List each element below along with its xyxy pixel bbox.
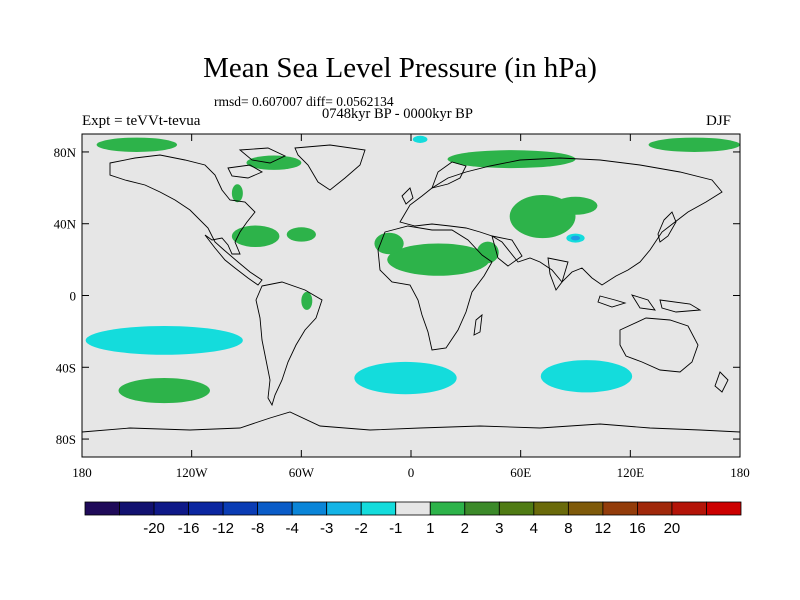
- x-tick-label: 0: [408, 465, 415, 480]
- colorbar-swatch: [706, 501, 742, 516]
- anomaly-regions: [85, 135, 740, 404]
- colorbar-label: 8: [564, 520, 572, 537]
- colorbar-swatch: [429, 501, 466, 516]
- positive-anomaly-region: [374, 232, 404, 255]
- x-tick-label: 180: [730, 465, 750, 480]
- colorbar-swatch: [567, 501, 604, 516]
- positive-anomaly-region: [476, 241, 499, 264]
- colorbar-swatch: [602, 501, 638, 516]
- map-title: Mean Sea Level Pressure (in hPa): [203, 52, 597, 84]
- positive-anomaly-region: [301, 291, 313, 310]
- colorbar-label: -3: [320, 520, 333, 537]
- colorbar-label: -4: [285, 520, 298, 537]
- colorbar-label: 20: [664, 520, 681, 537]
- colorbar-swatch: [498, 501, 535, 516]
- y-tick-label: 80S: [56, 432, 76, 447]
- positive-anomaly-region: [118, 378, 210, 404]
- negative-anomaly-region: [85, 326, 243, 355]
- colorbar-label: 12: [595, 520, 612, 537]
- colorbar-label: -12: [212, 520, 234, 537]
- colorbar-label: -8: [251, 520, 264, 537]
- colorbar-swatch: [188, 501, 224, 516]
- colorbar-label: -16: [178, 520, 200, 537]
- colorbar-swatch: [153, 501, 189, 516]
- negative-anomaly-region: [412, 135, 428, 143]
- colorbar-swatch: [84, 501, 120, 516]
- colorbar-label: 3: [495, 520, 503, 537]
- y-tick-label: 40N: [54, 217, 77, 232]
- positive-anomaly-region: [387, 243, 490, 276]
- negative-anomaly-region: [540, 360, 633, 393]
- positive-anomaly-region: [231, 184, 243, 203]
- stats-line: rmsd= 0.607007 diff= 0.0562134: [214, 94, 394, 109]
- colorbar-label: 4: [530, 520, 538, 537]
- x-tick-label: 60W: [289, 465, 315, 480]
- colorbar-swatch: [119, 501, 155, 516]
- experiment-label: Expt = teVVt-tevua: [82, 113, 201, 129]
- x-tick-label: 180: [72, 465, 92, 480]
- colorbar-label: -20: [143, 520, 165, 537]
- positive-anomaly-region: [447, 150, 576, 169]
- y-tick-label: 0: [70, 289, 77, 304]
- colorbar-swatch: [464, 501, 500, 516]
- coastlines: [82, 144, 740, 433]
- colorbar-label: 16: [629, 520, 646, 537]
- colorbar-label: 2: [461, 520, 469, 537]
- colorbar-swatch: [291, 501, 328, 516]
- colorbar-label: -2: [355, 520, 368, 537]
- colorbar-swatch: [671, 501, 707, 516]
- colorbar-swatch: [637, 501, 673, 516]
- x-tick-label: 120W: [176, 465, 209, 480]
- colorbar-swatch: [326, 501, 362, 516]
- positive-anomaly-region: [96, 137, 178, 152]
- positive-anomaly-region: [231, 225, 280, 248]
- period-line: 0748kyr BP - 0000kyr BP: [322, 106, 473, 122]
- colorbar-swatch: [533, 501, 569, 516]
- x-tick-label: 120E: [617, 465, 645, 480]
- colorbar-swatch: [395, 501, 431, 516]
- colorbar: -20 -16 -12 -8 -4 -3 -2 -1 1 2 3 4 8 12 16 20: [84, 501, 742, 537]
- colorbar-label: 1: [426, 520, 434, 537]
- positive-anomaly-region: [648, 137, 740, 152]
- colorbar-swatch: [222, 501, 259, 516]
- map-background: [82, 134, 740, 457]
- colorbar-swatch: [360, 501, 397, 516]
- colorbar-swatch: [257, 501, 293, 516]
- map-axes: 180 120W 60W 0 60E 120E 180 80N 40N 0 40S 80S: [54, 134, 750, 480]
- colorbar-label: -1: [389, 520, 402, 537]
- strong-negative-anomaly-region: [570, 235, 581, 241]
- x-tick-label: 60E: [510, 465, 531, 480]
- positive-anomaly-region: [246, 155, 302, 170]
- positive-anomaly-region: [553, 196, 598, 215]
- y-tick-label: 40S: [56, 360, 76, 375]
- positive-anomaly-region: [286, 227, 316, 242]
- y-tick-label: 80N: [54, 145, 77, 160]
- season-label: DJF: [706, 113, 732, 129]
- negative-anomaly-region: [354, 361, 457, 395]
